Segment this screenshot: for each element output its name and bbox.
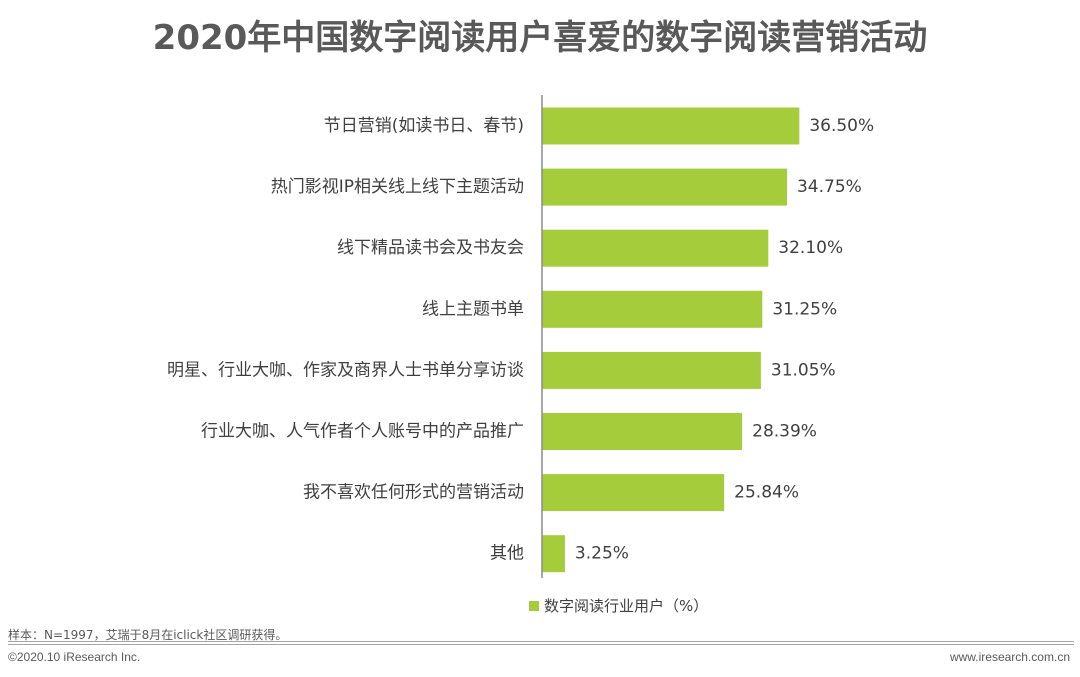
- category-label: 线下精品读书会及书友会: [337, 238, 524, 258]
- bar: [542, 168, 787, 206]
- legend-swatch: [529, 601, 539, 611]
- value-label: 25.84%: [734, 483, 799, 503]
- bar: [542, 229, 769, 267]
- website-text: www.iresearch.com.cn: [949, 650, 1070, 664]
- bar: [542, 107, 800, 145]
- bar: [542, 413, 743, 450]
- value-label: 34.75%: [797, 177, 862, 197]
- value-label: 3.25%: [575, 544, 629, 564]
- category-label: 明星、行业大咖、作家及商界人士书单分享访谈: [167, 360, 524, 380]
- sample-note: 样本：N=1997，艾瑞于8月在iclick社区调研获得。: [8, 628, 288, 642]
- copyright-text: ©2020.10 iResearch Inc.: [8, 650, 141, 664]
- category-labels: 节日营销(如读书日、春节) 热门影视IP相关线上线下主题活动线下精品读书会及书友会…: [167, 116, 524, 564]
- legend: 数字阅读行业用户（%）: [529, 597, 708, 615]
- bar: [542, 535, 565, 573]
- bar: [542, 474, 725, 512]
- category-label: 热门影视IP相关线上线下主题活动: [271, 177, 524, 197]
- footer-divider-bottom: [8, 644, 1074, 645]
- value-labels: 36.50% 34.75% 32.10% 31.25% 31.05% 28.39% 25.8…: [575, 116, 874, 564]
- value-label: 36.50%: [809, 116, 874, 136]
- value-label: 31.05%: [771, 360, 836, 380]
- category-label: 线上主题书单: [422, 299, 524, 319]
- chart-title: 2020年中国数字阅读用户喜爱的数字阅读营销活动: [152, 18, 928, 58]
- bar: [542, 351, 761, 389]
- category-label: 节日营销(如读书日、春节): [324, 116, 524, 136]
- legend-label: 数字阅读行业用户（%）: [544, 597, 708, 615]
- value-label: 28.39%: [752, 422, 817, 442]
- footer-divider-top: [8, 641, 1074, 642]
- category-label: 我不喜欢任何形式的营销活动: [303, 483, 524, 503]
- value-label: 32.10%: [778, 238, 843, 258]
- bars: [542, 107, 800, 573]
- category-label: 其他: [490, 544, 524, 564]
- bar: [542, 290, 763, 328]
- value-label: 31.25%: [772, 299, 837, 319]
- category-label: 行业大咖、人气作者个人账号中的产品推广: [201, 422, 524, 442]
